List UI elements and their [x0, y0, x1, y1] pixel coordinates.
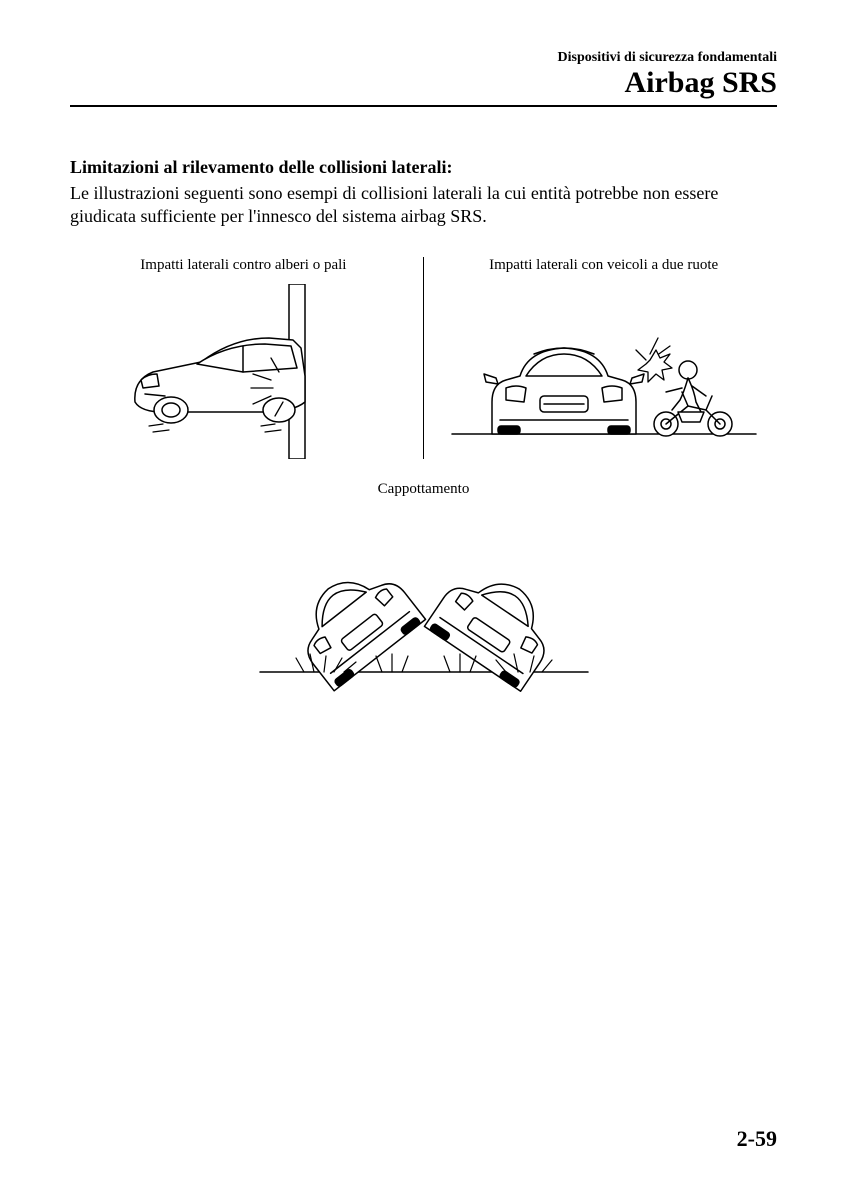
section-heading: Limitazioni al rilevamento delle collisi…: [70, 157, 777, 178]
illustration-pole-impact: [93, 284, 393, 459]
page-header: Dispositivi di sicurezza fondamentali Ai…: [70, 50, 777, 107]
illustration-motorcycle-impact: [444, 284, 764, 459]
figure-rollover-caption: Cappottamento: [70, 481, 777, 498]
header-subtitle: Dispositivi di sicurezza fondamentali: [70, 50, 777, 66]
figure-left-cell: Impatti laterali contro alberi o pali: [70, 257, 421, 459]
figure-right-cell: Impatti laterali con veicoli a due ruote: [426, 257, 777, 459]
illustration-rollover: [244, 512, 604, 702]
figure-left-caption: Impatti laterali contro alberi o pali: [70, 257, 417, 274]
figure-separator: [423, 257, 425, 459]
figures-row: Impatti laterali contro alberi o pali: [70, 257, 777, 459]
figure-rollover-section: Cappottamento: [70, 481, 777, 702]
header-title: Airbag SRS: [70, 66, 777, 99]
section-body: Le illustrazioni seguenti sono esempi di…: [70, 182, 777, 229]
page-number: 2-59: [737, 1126, 777, 1152]
figure-right-caption: Impatti laterali con veicoli a due ruote: [430, 257, 777, 274]
page-container: Dispositivi di sicurezza fondamentali Ai…: [0, 0, 847, 1200]
